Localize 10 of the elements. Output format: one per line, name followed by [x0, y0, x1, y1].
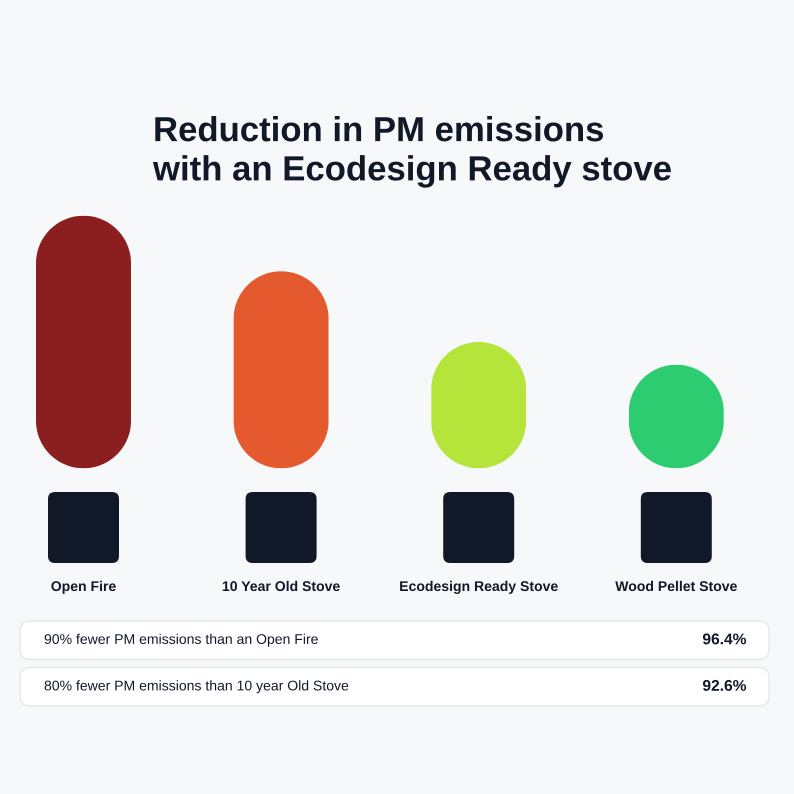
x-tick-label: 10 Year Old Stove: [222, 580, 340, 592]
bar: [36, 216, 131, 468]
text: 90% fewer PM emissions than an Open Fire: [44, 634, 318, 647]
text: 92.6%: [702, 680, 746, 691]
text: 96.4%: [702, 633, 746, 644]
text: 80% fewer PM emissions than 10 year Old Stove: [44, 680, 348, 694]
x-tick-label: Open Fire: [51, 580, 116, 594]
x-tick-label: Ecodesign Ready Stove: [400, 580, 558, 594]
x-tick-label: Wood Pellet Stove: [615, 580, 737, 592]
chart-title: Reduction in PM emissions with an Ecodesign Ready stove: [152, 116, 671, 188]
